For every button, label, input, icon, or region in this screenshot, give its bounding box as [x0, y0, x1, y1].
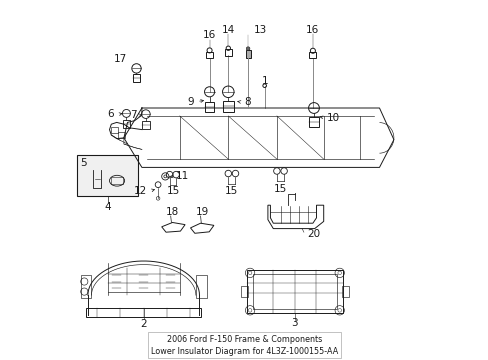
Bar	[309, 52, 316, 58]
Text: 1: 1	[261, 76, 267, 86]
Bar	[205, 52, 213, 58]
Bar	[222, 101, 234, 112]
Text: 2: 2	[140, 319, 147, 329]
Text: 5: 5	[80, 158, 87, 168]
Text: 3: 3	[291, 318, 298, 328]
Text: 16: 16	[305, 24, 319, 35]
Bar	[132, 74, 140, 82]
Text: 20: 20	[307, 229, 320, 239]
Text: 14: 14	[221, 24, 234, 35]
Circle shape	[246, 47, 249, 50]
Text: 6: 6	[107, 109, 114, 120]
Bar	[111, 177, 122, 184]
Bar	[245, 50, 250, 58]
Bar	[122, 120, 130, 128]
Text: 7: 7	[130, 110, 136, 120]
Text: 11: 11	[175, 171, 188, 181]
Bar	[308, 117, 318, 127]
Text: 4: 4	[104, 202, 111, 212]
Text: 15: 15	[273, 184, 286, 194]
Bar	[224, 49, 231, 56]
Bar	[86, 308, 201, 317]
Text: 19: 19	[195, 207, 208, 217]
Bar	[240, 286, 247, 297]
Bar	[204, 102, 214, 112]
Text: 10: 10	[326, 113, 340, 123]
Bar	[341, 286, 348, 297]
Bar	[247, 270, 342, 313]
Text: 15: 15	[166, 186, 180, 196]
Bar	[196, 275, 206, 298]
Bar	[118, 132, 125, 138]
Text: 16: 16	[203, 30, 216, 40]
Text: 18: 18	[165, 207, 179, 217]
Text: 9: 9	[187, 96, 194, 107]
Text: 2006 Ford F-150 Frame & Components
Lower Insulator Diagram for 4L3Z-1000155-AA: 2006 Ford F-150 Frame & Components Lower…	[151, 335, 337, 356]
Text: 17: 17	[114, 54, 127, 64]
Bar	[77, 155, 138, 196]
Bar	[252, 274, 337, 309]
Text: 13: 13	[254, 24, 267, 35]
Text: 15: 15	[225, 186, 238, 196]
Bar	[142, 121, 149, 129]
Text: 12: 12	[133, 186, 146, 196]
Bar	[81, 275, 91, 298]
Bar	[110, 127, 118, 133]
Text: 8: 8	[244, 97, 250, 107]
